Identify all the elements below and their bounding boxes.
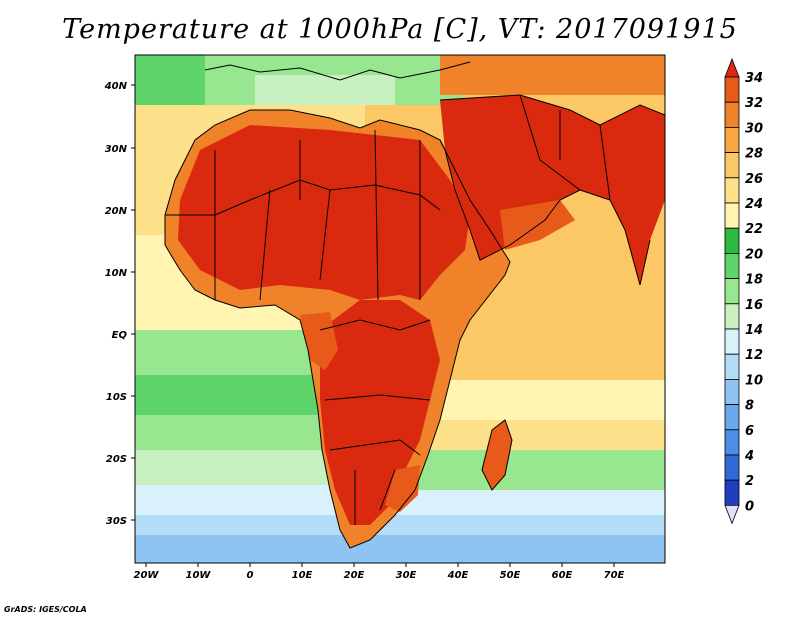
colorbar-label: 28 <box>745 147 763 162</box>
lon-tick-label: 20W <box>134 570 160 581</box>
colorbar-box <box>724 378 740 405</box>
colorbar-label: 6 <box>745 424 754 439</box>
lon-tick-label: 70E <box>604 570 625 581</box>
colorbar-box <box>724 227 740 254</box>
colorbar-label: 10 <box>745 373 763 388</box>
colorbar-label: 2 <box>745 474 754 489</box>
colorbar-label: 4 <box>744 449 754 464</box>
lon-tick-label: 30E <box>396 570 417 581</box>
colorbar-label: 20 <box>745 247 763 262</box>
colorbar-label: 26 <box>745 172 763 187</box>
lat-tick-label: 30S <box>106 516 127 527</box>
colorbar-label: 30 <box>745 121 763 136</box>
colorbar-box <box>724 152 740 179</box>
lat-tick-label: 40N <box>104 81 128 92</box>
colorbar-label: 18 <box>745 273 763 288</box>
lat-tick-label: 10N <box>105 268 128 279</box>
lat-tick-label: 20S <box>106 454 127 465</box>
lon-tick-label: 10E <box>292 570 313 581</box>
temperature-field <box>135 55 665 563</box>
colorbar-box <box>724 127 740 154</box>
lon-tick-label: 0 <box>247 570 254 581</box>
colorbar-box <box>724 252 740 279</box>
colorbar-label: 0 <box>745 499 754 514</box>
colorbar-box <box>724 353 740 380</box>
colorbar-top-triangle <box>724 57 740 78</box>
lon-tick-label: 10W <box>186 570 212 581</box>
colorbar-label: 12 <box>745 348 763 363</box>
lat-tick-label: 20N <box>105 206 128 217</box>
colorbar-label: 16 <box>745 298 763 313</box>
colorbar-box <box>724 454 740 481</box>
plot-frame <box>134 54 666 564</box>
colorbar-bottom-triangle <box>724 504 740 525</box>
colorbar-box <box>724 202 740 229</box>
lon-axis: 20W 10W 0 10E 20E 30E 40E 50E 60E 70E <box>134 563 625 581</box>
colorbar-box <box>724 177 740 204</box>
colorbar-label: 8 <box>745 399 754 414</box>
colorbar-label: 14 <box>745 323 763 338</box>
colorbar-box <box>724 429 740 456</box>
credit-text: GrADS: IGES/COLA <box>4 605 87 614</box>
colorbar-box <box>724 101 740 128</box>
lon-tick-label: 20E <box>344 570 365 581</box>
colorbar-box <box>724 303 740 330</box>
colorbar-label: 22 <box>745 222 763 237</box>
lat-tick-label: EQ <box>112 330 128 341</box>
lon-tick-label: 50E <box>500 570 521 581</box>
colorbar-box <box>724 404 740 431</box>
colorbar-box <box>724 278 740 305</box>
colorbar-label: 34 <box>745 71 763 86</box>
lat-axis: 40N 30N 20N 10N EQ 10S 20S 30S <box>104 81 135 527</box>
lat-tick-label: 10S <box>106 392 127 403</box>
coastlines <box>164 61 665 549</box>
lon-tick-label: 40E <box>447 570 469 581</box>
colorbar-box <box>724 76 740 103</box>
chart-title: Temperature at 1000hPa [C], VT: 20170919… <box>62 14 738 45</box>
lat-tick-label: 30N <box>105 144 128 155</box>
lon-tick-label: 60E <box>552 570 573 581</box>
colorbar-box <box>724 328 740 355</box>
colorbar-label: 24 <box>745 197 763 212</box>
colorbar-label: 32 <box>745 96 763 111</box>
colorbar-box <box>724 479 740 506</box>
